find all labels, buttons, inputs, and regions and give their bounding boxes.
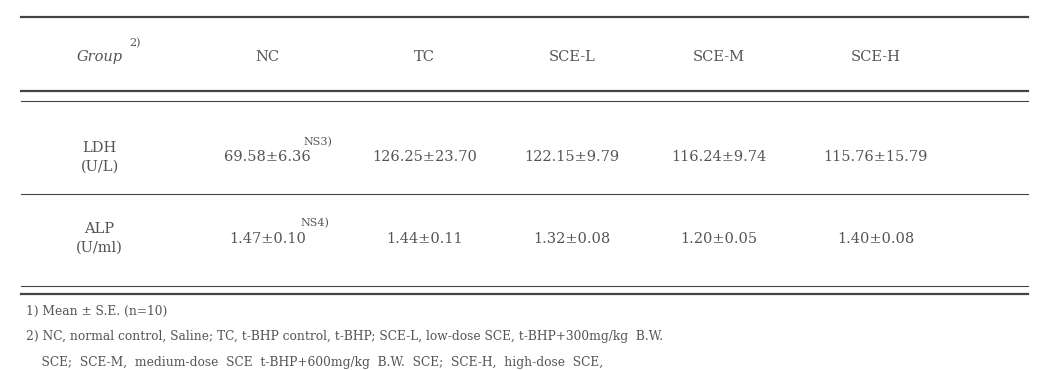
Text: NS4): NS4)	[300, 218, 329, 228]
Text: 126.25±23.70: 126.25±23.70	[372, 150, 477, 164]
Text: TC: TC	[414, 50, 435, 64]
Text: 116.24±9.74: 116.24±9.74	[671, 150, 766, 164]
Text: 69.58±6.36: 69.58±6.36	[224, 150, 311, 164]
Text: SCE;  SCE-M,  medium-dose  SCE  t-BHP+600mg/kg  B.W.  SCE;  SCE-H,  high-dose  S: SCE; SCE-M, medium-dose SCE t-BHP+600mg/…	[26, 356, 603, 369]
Text: ALP
(U/ml): ALP (U/ml)	[77, 222, 123, 255]
Text: 1.32±0.08: 1.32±0.08	[533, 232, 611, 246]
Text: 2) NC, normal control, Saline; TC, t-BHP control, t-BHP; SCE-L, low-dose SCE, t-: 2) NC, normal control, Saline; TC, t-BHP…	[26, 330, 663, 343]
Text: 1) Mean ± S.E. (n=10): 1) Mean ± S.E. (n=10)	[26, 305, 168, 318]
Text: 115.76±15.79: 115.76±15.79	[823, 150, 928, 164]
Text: LDH
(U/L): LDH (U/L)	[81, 141, 119, 174]
Text: Group: Group	[77, 50, 123, 64]
Text: NS3): NS3)	[303, 137, 333, 147]
Text: 2): 2)	[129, 38, 141, 48]
Text: SCE-H: SCE-H	[851, 50, 901, 64]
Text: 1.44±0.11: 1.44±0.11	[386, 232, 464, 246]
Text: SCE-L: SCE-L	[549, 50, 595, 64]
Text: 1.47±0.10: 1.47±0.10	[229, 232, 306, 246]
Text: NC: NC	[256, 50, 279, 64]
Text: 1.20±0.05: 1.20±0.05	[680, 232, 757, 246]
Text: SCE-M: SCE-M	[692, 50, 745, 64]
Text: 1.40±0.08: 1.40±0.08	[837, 232, 915, 246]
Text: 122.15±9.79: 122.15±9.79	[524, 150, 619, 164]
